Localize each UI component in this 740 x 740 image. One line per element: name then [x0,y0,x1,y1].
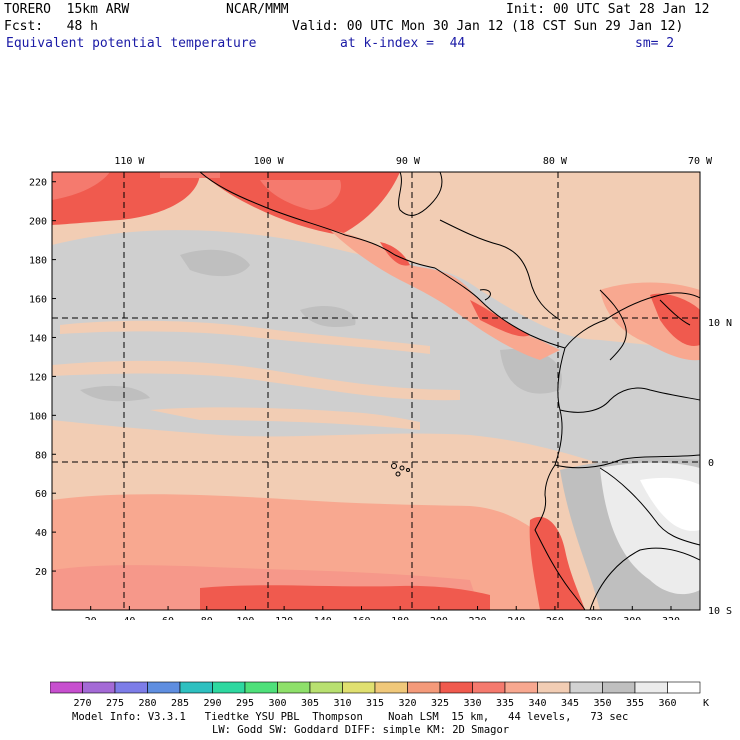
colorbar-label: 310 [333,698,351,709]
colorbar-swatch [439,681,473,694]
colorbar-label: 325 [431,698,449,709]
colorbar: 270 275 280 285 290 295 300 305 310 315 320 325 330 3… [49,680,710,714]
x-tick-label: 120 [275,616,293,620]
colorbar-label: 290 [203,698,221,709]
y-tick-label: 80 [35,450,47,461]
x-tick-label: 300 [623,616,641,620]
x-tick-label: 140 [314,616,332,620]
plot-frame [51,171,701,611]
x-tick-label: 280 [585,616,603,620]
forecast-hour: Fcst: 48 h [4,19,98,34]
latitude-label: 10 S [708,606,732,617]
physics-info-line: LW: Godd SW: Goddard DIFF: simple KM: 2D… [212,724,510,736]
colorbar-label: 300 [268,698,286,709]
y-tick-label: 180 [29,256,47,267]
colorbar-label: 350 [593,698,611,709]
x-tick-label: 220 [469,616,487,620]
colorbar-label: 275 [106,698,124,709]
colorbar-label: 320 [398,698,416,709]
colorbar-label: 355 [626,698,644,709]
colorbar-label: 280 [138,698,156,709]
colorbar-swatch [472,681,506,694]
init-time: Init: 00 UTC Sat 28 Jan 12 [506,2,710,17]
colorbar-swatch [537,681,571,694]
colorbar-swatch [179,681,213,694]
model-title: TORERO 15km ARW [4,2,130,17]
colorbar-label: 360 [658,698,676,709]
longitude-label: 110 W [114,156,145,167]
lat-lon-grid [52,172,700,610]
colorbar-label: 295 [236,698,254,709]
colorbar-swatch [667,681,701,694]
colorbar-label: 285 [171,698,189,709]
colorbar-swatch [147,681,181,694]
y-tick-label: 100 [29,411,47,422]
y-tick-label: 160 [29,295,47,306]
latitude-labels: 10 N 0 10 S [708,318,732,617]
x-tick-label: 60 [162,616,174,620]
colorbar-label: 315 [366,698,384,709]
latitude-label: 10 N [708,318,732,329]
y-tick-label: 120 [29,372,47,383]
colorbar-swatch [49,681,83,694]
longitude-label: 90 W [396,156,421,167]
colorbar-label: 270 [73,698,91,709]
longitude-label: 100 W [254,156,285,167]
level-label: at k-index = 44 [340,36,466,51]
longitude-label: 70 W [688,156,713,167]
coastlines [199,172,700,610]
x-tick-label: 180 [391,616,409,620]
colorbar-label: 345 [561,698,579,709]
colorbar-label: 305 [301,698,319,709]
y-axis-ticks: 20 40 60 80 100 120 140 160 180 200 220 [29,178,56,578]
colorbar-swatch [342,681,376,694]
colorbar-swatch [569,681,603,694]
organization-label: NCAR/MMM [226,2,289,17]
y-tick-label: 200 [29,217,47,228]
y-tick-label: 140 [29,333,47,344]
x-tick-label: 40 [123,616,135,620]
colorbar-swatch [212,681,246,694]
colorbar-label: 335 [496,698,514,709]
smoothing-label: sm= 2 [635,36,675,51]
x-tick-label: 200 [430,616,448,620]
x-tick-label: 20 [85,616,97,620]
y-tick-label: 60 [35,489,47,500]
colorbar-swatch [114,681,148,694]
field-name: Equivalent potential temperature [6,36,257,51]
x-tick-label: 320 [662,616,680,620]
colorbar-swatch [504,681,538,694]
model-info-line: Model Info: V3.3.1 Tiedtke YSU PBL Thomp… [72,711,629,723]
colorbar-swatch [277,681,311,694]
colorbar-swatch [407,681,441,694]
colorbar-swatch [602,681,636,694]
colorbar-label: 340 [528,698,546,709]
map-panel: 2040608010012014016018020022024026028030… [0,150,740,627]
x-tick-label: 240 [507,616,525,620]
y-tick-label: 40 [35,528,47,539]
y-tick-label: 20 [35,567,47,578]
colorbar-swatch [82,681,116,694]
x-tick-label: 160 [352,616,370,620]
latitude-label: 0 [708,458,714,469]
colorbar-swatch [374,681,408,694]
map-svg: 2040608010012014016018020022024026028030… [29,156,732,627]
longitude-label: 80 W [543,156,568,167]
colorbar-unit: K [703,698,709,709]
colorbar-swatch [634,681,668,694]
equivalent-potential-temperature-field [52,172,700,610]
colorbar-swatch [244,681,278,694]
longitude-labels: 110 W 100 W 90 W 80 W 70 W [114,156,713,167]
x-tick-label: 100 [236,616,254,620]
y-tick-label: 220 [29,178,47,189]
x-tick-label: 260 [546,616,564,620]
colorbar-label: 330 [463,698,481,709]
x-tick-label: 80 [201,616,213,620]
colorbar-swatch [309,681,343,694]
valid-time: Valid: 00 UTC Mon 30 Jan 12 (18 CST Sun … [292,19,684,34]
